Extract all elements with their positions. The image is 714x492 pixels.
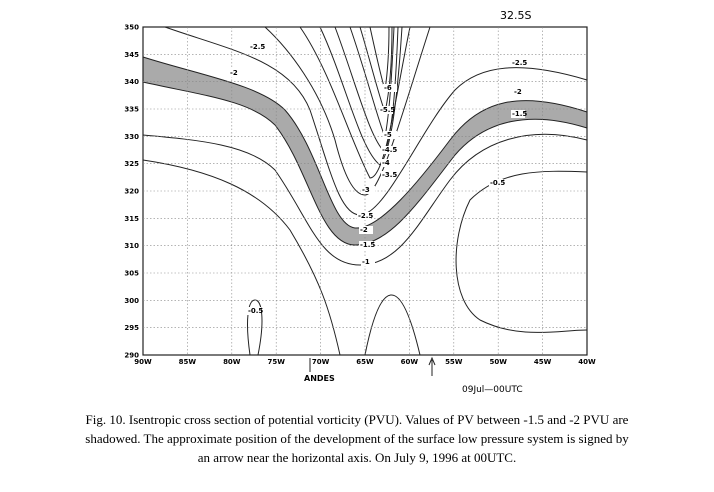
contour-label-bg [513, 88, 527, 96]
y-tick-label: 330 [124, 133, 139, 141]
panel-label: 32.5S [500, 9, 531, 22]
x-tick-label: 75W [267, 358, 285, 366]
contour-label-bg [249, 43, 263, 51]
x-tick-label: 90W [134, 358, 152, 366]
contour [142, 159, 341, 356]
contour-label-bg [489, 179, 503, 187]
contour [455, 170, 588, 333]
y-tick-label: 335 [124, 106, 139, 114]
contour-label: -1.5 [360, 241, 375, 249]
contour-label: -0.5 [490, 179, 505, 187]
contour-label-bg [511, 110, 525, 118]
x-tick-label: 45W [534, 358, 552, 366]
contour-label-bg [379, 106, 393, 114]
x-tick-label: 65W [356, 358, 374, 366]
contour [247, 299, 263, 356]
x-tick-label: 60W [401, 358, 419, 366]
y-tick-label: 295 [124, 324, 139, 332]
y-tick-label: 325 [124, 160, 139, 168]
contour-label-bg [247, 307, 261, 315]
contour-label-bg [361, 186, 375, 194]
caption-line: an arrow near the horizontal axis. On Ju… [198, 450, 516, 465]
y-tick-label: 340 [124, 78, 139, 86]
contour-label: -0.5 [248, 307, 263, 315]
y-tick-label: 350 [124, 24, 139, 32]
contour-label: -1.5 [512, 110, 527, 118]
contour-label-bg [229, 69, 243, 77]
contour [264, 26, 431, 196]
contour-label: -6 [384, 84, 392, 92]
contour [142, 133, 588, 266]
contour-label: -5 [384, 131, 392, 139]
contour-label-bg [359, 226, 373, 234]
low-arrow-head [428, 356, 436, 366]
contour-label-bg [359, 241, 373, 249]
contour [319, 26, 403, 166]
andes-label: ANDES [304, 374, 335, 383]
contour-label-bg [381, 146, 395, 154]
contour-label: -3.5 [382, 171, 397, 179]
y-tick-label: 310 [124, 242, 139, 250]
y-tick-label: 305 [124, 270, 139, 278]
contour-label: -2.5 [250, 43, 265, 51]
x-tick-label: 70W [312, 358, 330, 366]
contour [369, 26, 390, 91]
contour-label-bg [383, 84, 397, 92]
y-tick-label: 300 [124, 297, 139, 305]
contour-label: -5.5 [380, 106, 395, 114]
contour-label: -2 [230, 69, 238, 77]
contour-label: -2.5 [358, 212, 373, 220]
x-tick-label: 50W [489, 358, 507, 366]
time-label: 09Jul—00UTC [462, 385, 523, 395]
contour [364, 294, 421, 356]
contour-label: -2 [514, 88, 522, 96]
contour-label: -2 [360, 226, 368, 234]
contour-label-bg [381, 159, 395, 167]
contour-label-bg [361, 258, 375, 266]
contour [299, 26, 411, 179]
y-tick-label: 345 [124, 51, 139, 59]
x-tick-label: 80W [223, 358, 241, 366]
x-tick-label: 55W [445, 358, 463, 366]
contour-label-bg [383, 131, 397, 139]
contour-label: -4 [382, 159, 390, 167]
x-tick-label: 40W [578, 358, 596, 366]
caption-line: shadowed. The approximate position of th… [85, 431, 629, 446]
y-tick-label: 290 [124, 352, 139, 360]
contour-label: -1 [362, 258, 370, 266]
caption-line: Fig. 10. Isentropic cross section of pot… [86, 412, 629, 427]
contour-label-bg [357, 212, 371, 220]
contour-label-bg [381, 171, 395, 179]
contour-label: -2.5 [512, 59, 527, 67]
contours [142, 26, 588, 356]
y-tick-label: 320 [124, 188, 139, 196]
y-tick-label: 315 [124, 215, 139, 223]
contour-label-bg [511, 59, 525, 67]
contour-label: -3 [362, 186, 370, 194]
x-tick-label: 85W [179, 358, 197, 366]
contour-label: -4.5 [382, 146, 397, 154]
contour [349, 26, 395, 139]
